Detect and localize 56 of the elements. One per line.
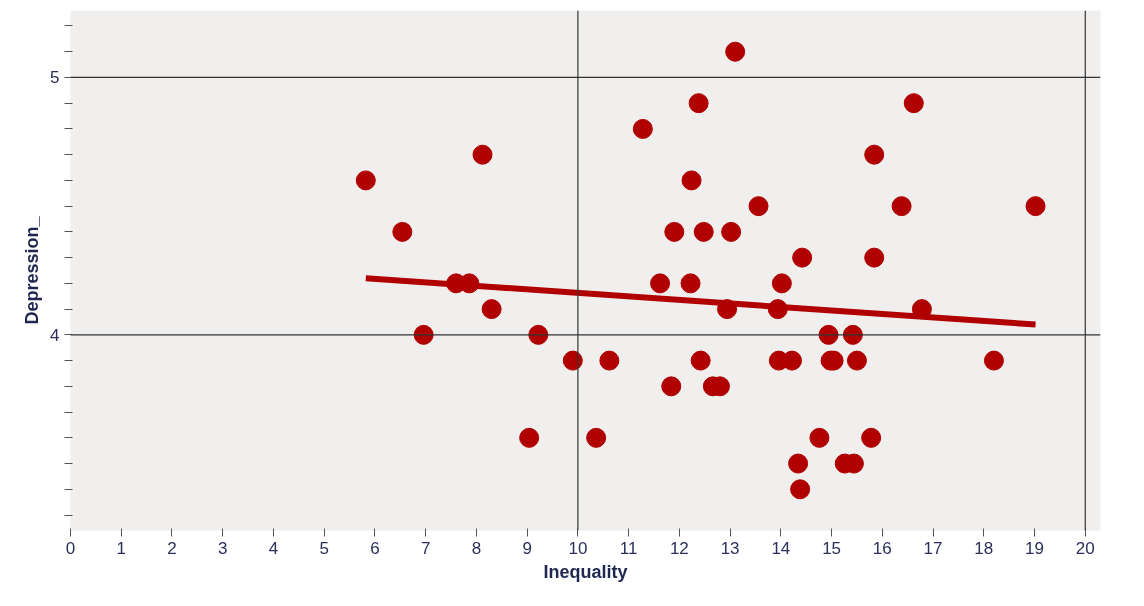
point (664, 221, 685, 242)
x-tick-label: 6 (370, 538, 380, 558)
x-tick-label: 14 (771, 538, 791, 558)
point (903, 93, 924, 114)
point (809, 427, 830, 448)
point (846, 350, 867, 371)
point (632, 118, 653, 139)
point (586, 427, 607, 448)
point (680, 273, 701, 294)
point (355, 170, 376, 191)
x-tick-label: 9 (522, 538, 532, 558)
point (790, 479, 811, 500)
point (788, 453, 809, 474)
point (792, 247, 813, 268)
point (690, 350, 711, 371)
x-tick-label: 11 (619, 538, 638, 558)
point (650, 273, 671, 294)
x-axis-title: Inequality (543, 561, 628, 582)
point (1025, 196, 1046, 217)
point (721, 221, 742, 242)
x-tick-label: 17 (923, 538, 943, 558)
point (864, 144, 885, 165)
point (983, 350, 1004, 371)
point (771, 273, 792, 294)
x-tick-label: 0 (65, 538, 76, 558)
point (748, 196, 769, 217)
point (782, 350, 803, 371)
x-tick-label: 20 (1075, 538, 1095, 558)
point (661, 376, 682, 397)
x-tick-label: 2 (167, 538, 177, 558)
x-tick-label: 12 (669, 538, 689, 558)
point (599, 350, 620, 371)
y-axis-title: Depression_ (22, 215, 43, 325)
x-tick-label: 15 (822, 538, 842, 558)
point (864, 247, 885, 268)
x-tick-label: 16 (872, 538, 892, 558)
point (861, 427, 882, 448)
x-tick-label: 13 (720, 538, 740, 558)
point (891, 196, 912, 217)
x-tick-label: 4 (268, 538, 279, 558)
point (725, 41, 746, 62)
point (693, 221, 714, 242)
x-tick-label: 10 (568, 538, 588, 558)
x-tick-label: 18 (974, 538, 994, 558)
x-tick-label: 7 (420, 538, 431, 558)
x-tick-label: 1 (116, 538, 126, 558)
x-tick-label: 19 (1025, 538, 1045, 558)
point (688, 93, 709, 114)
x-tick-label: 5 (319, 538, 329, 558)
point (392, 221, 413, 242)
point (519, 427, 540, 448)
x-tick-label: 8 (471, 538, 482, 558)
point (472, 144, 493, 165)
x-tick-label: 3 (217, 538, 228, 558)
point (481, 299, 502, 320)
point (681, 170, 702, 191)
